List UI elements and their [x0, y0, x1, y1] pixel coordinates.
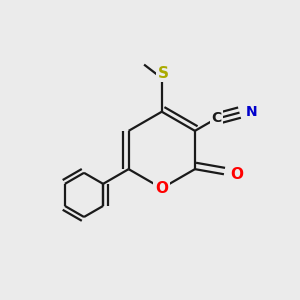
Text: O: O — [230, 167, 243, 182]
Text: N: N — [245, 105, 257, 119]
Text: O: O — [155, 181, 168, 196]
Text: S: S — [158, 66, 169, 81]
Text: C: C — [212, 111, 222, 124]
